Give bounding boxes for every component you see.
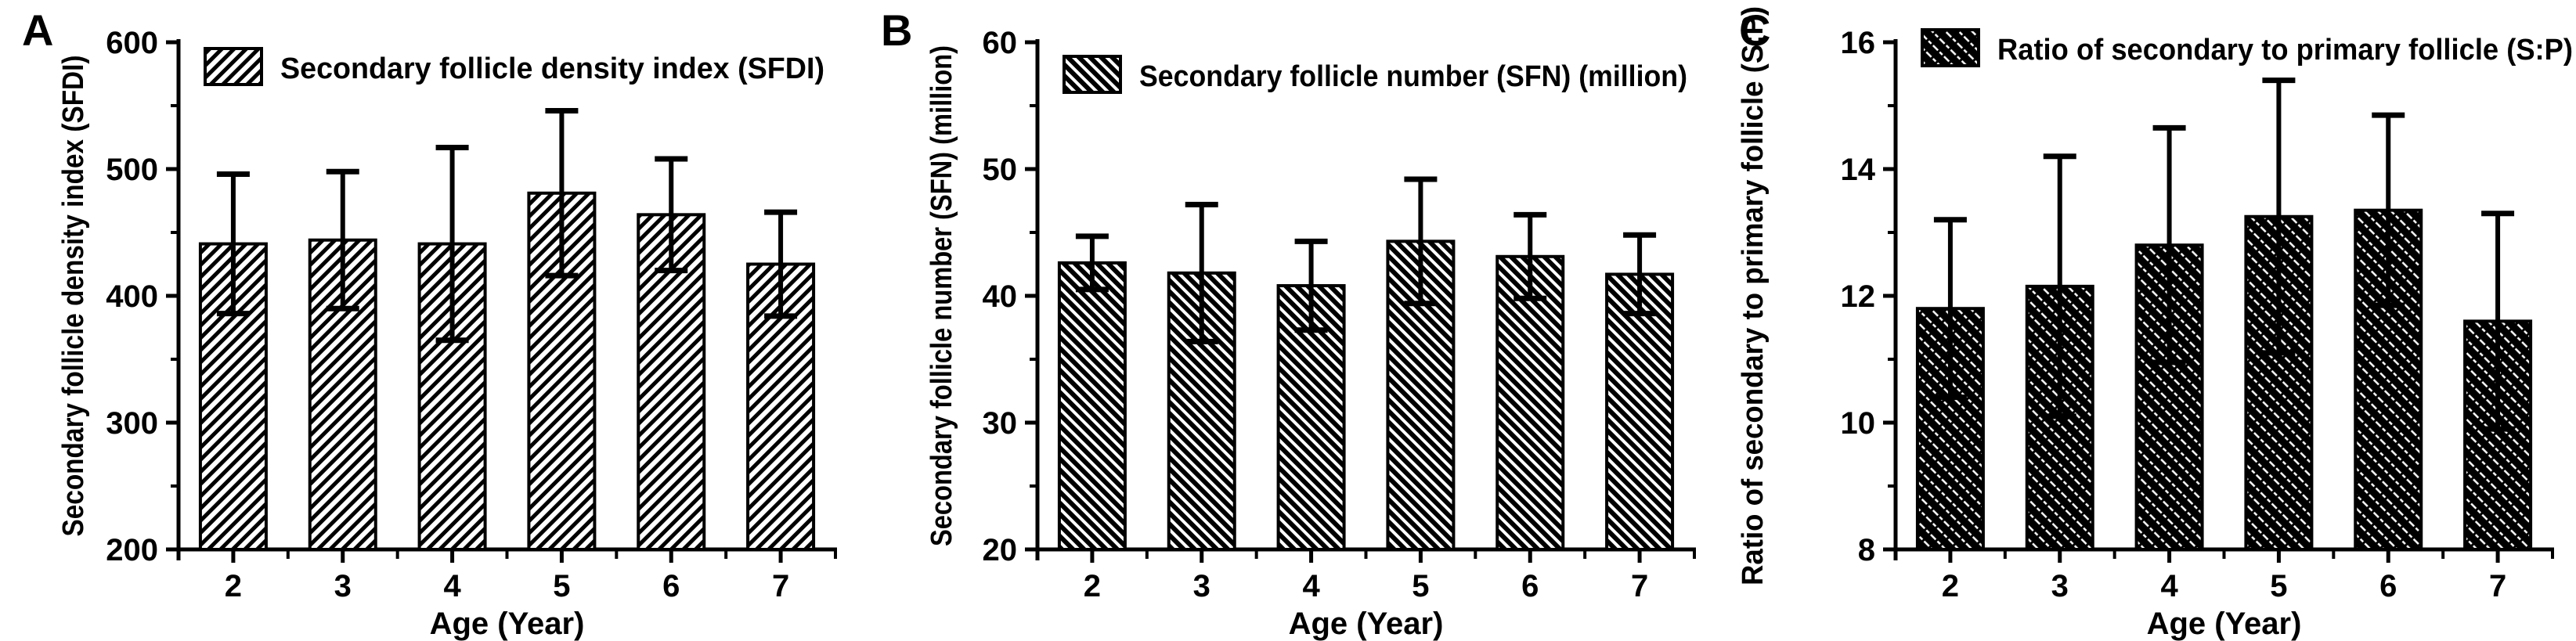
axes <box>1035 39 1696 560</box>
legend-swatch <box>1921 28 1980 67</box>
legend: Secondary follicle number (SFN) (million… <box>1063 55 1687 94</box>
x-tick-label: 4 <box>2160 569 2178 603</box>
error-bar-age-7 <box>764 209 798 319</box>
x-axis-ticks: 2 3 4 5 6 7 <box>1084 549 1696 603</box>
y-axis-title: Ratio of secondary to primary follicle (… <box>1737 6 1770 585</box>
y-tick-label: 10 <box>1841 406 1876 441</box>
bar-age-2 <box>1057 261 1127 551</box>
bars <box>198 191 816 551</box>
legend-label: Ratio of secondary to primary follicle (… <box>1997 34 2573 67</box>
y-tick-label: 14 <box>1841 153 1876 187</box>
y-tick-label: 50 <box>983 153 1018 187</box>
y-tick-label: 12 <box>1841 279 1876 314</box>
chart-sp-ratio-bar-chart: 8 10 12 14 16 2 3 4 5 6 7 Ratio of secondary to pri… <box>1737 6 2573 641</box>
panel-letter-c: C <box>1739 5 1771 55</box>
error-bar-age-6 <box>1513 211 1547 301</box>
chart-sfn-bar-chart: 20 30 40 50 60 2 3 4 5 6 7 Secondary follicle numbe… <box>925 26 1696 641</box>
y-tick-label: 8 <box>1858 533 1875 567</box>
x-tick-label: 2 <box>1942 569 1959 603</box>
x-tick-label: 7 <box>2489 569 2506 603</box>
error-bar-age-4 <box>1294 238 1328 333</box>
x-tick-label: 5 <box>2270 569 2287 603</box>
error-bar-age-7 <box>1623 232 1657 317</box>
error-bar-age-2 <box>1933 217 1967 401</box>
legend: Secondary follicle density index (SFDI) <box>204 47 824 86</box>
x-tick-label: 4 <box>443 569 461 603</box>
legend-swatch <box>204 47 263 86</box>
error-bar-age-7 <box>2481 211 2515 432</box>
bar-age-6 <box>637 213 706 551</box>
error-bar-age-3 <box>2043 153 2076 420</box>
error-bar-age-6 <box>2372 112 2405 308</box>
y-tick-label: 500 <box>106 153 158 187</box>
legend-label: Secondary follicle number (SFN) (million… <box>1139 60 1687 93</box>
bar-age-5 <box>1386 239 1456 551</box>
error-bar-age-6 <box>655 156 688 274</box>
y-axis-ticks: 8 10 12 14 16 <box>1841 26 1896 567</box>
x-tick-label: 5 <box>1412 569 1429 603</box>
legend-label: Secondary follicle density index (SFDI) <box>280 52 824 85</box>
legend: Ratio of secondary to primary follicle (… <box>1921 28 2573 67</box>
panel-b: B 20 30 40 50 60 2 3 4 5 6 7 Secondary follicle num… <box>859 0 1718 641</box>
error-bar-age-3 <box>1185 201 1218 344</box>
y-tick-label: 40 <box>983 279 1018 314</box>
x-tick-label: 5 <box>553 569 570 603</box>
y-axis-ticks: 200 300 400 500 600 <box>106 26 179 567</box>
chart-sfdi-bar-chart: 200 300 400 500 600 2 3 4 5 6 7 Secondary follicle … <box>57 26 837 641</box>
x-tick-label: 6 <box>662 569 680 603</box>
x-tick-label: 7 <box>1631 569 1648 603</box>
error-bar-age-5 <box>1404 176 1438 307</box>
panel-a: A 200 300 400 500 600 2 3 4 5 6 7 Secondary follicl… <box>0 0 859 641</box>
bar-age-7 <box>1605 272 1675 551</box>
y-tick-label: 600 <box>106 26 158 60</box>
y-axis-title: Secondary follicle density index (SFDI) <box>57 56 90 537</box>
bar-age-6 <box>1495 254 1565 551</box>
x-tick-label: 6 <box>2379 569 2397 603</box>
panel-c: C 8 10 12 14 16 2 3 4 5 6 7 Ratio of secondary to p… <box>1717 0 2576 641</box>
x-tick-label: 3 <box>2051 569 2069 603</box>
y-tick-label: 300 <box>106 406 158 441</box>
error-bar-age-5 <box>545 107 579 279</box>
x-axis-title: Age (Year) <box>1289 607 1444 641</box>
panel-letter-a: A <box>22 5 54 55</box>
y-tick-label: 20 <box>983 533 1018 567</box>
error-bar-age-2 <box>216 171 250 317</box>
error-bars <box>216 107 798 344</box>
y-tick-label: 400 <box>106 279 158 314</box>
x-tick-label: 6 <box>1521 569 1539 603</box>
y-tick-label: 200 <box>106 533 158 567</box>
error-bars <box>1075 176 1657 344</box>
axes <box>176 39 837 560</box>
axes <box>1893 39 2554 560</box>
error-bars <box>1933 77 2515 432</box>
bars <box>1915 208 2533 551</box>
x-axis-title: Age (Year) <box>2147 607 2302 641</box>
error-bar-age-2 <box>1075 233 1109 293</box>
y-tick-label: 60 <box>983 26 1018 60</box>
error-bar-age-5 <box>2262 77 2296 356</box>
x-tick-label: 4 <box>1302 569 1320 603</box>
y-tick-label: 30 <box>983 406 1018 441</box>
error-bar-age-4 <box>2152 124 2186 366</box>
x-tick-label: 3 <box>334 569 352 603</box>
y-tick-label: 16 <box>1841 26 1876 60</box>
x-axis-ticks: 2 3 4 5 6 7 <box>1942 549 2554 603</box>
y-axis-title: Secondary follicle number (SFN) (million… <box>925 45 958 546</box>
bars <box>1057 239 1675 551</box>
panel-letter-b: B <box>881 5 913 55</box>
error-bar-age-3 <box>326 168 359 311</box>
x-axis-title: Age (Year) <box>430 607 585 641</box>
x-tick-label: 2 <box>225 569 242 603</box>
x-tick-label: 2 <box>1084 569 1101 603</box>
x-tick-label: 3 <box>1193 569 1210 603</box>
x-tick-label: 7 <box>772 569 789 603</box>
y-axis-ticks: 20 30 40 50 60 <box>983 26 1037 567</box>
error-bar-age-4 <box>435 144 469 344</box>
legend-swatch <box>1063 55 1122 94</box>
x-axis-ticks: 2 3 4 5 6 7 <box>225 549 837 603</box>
